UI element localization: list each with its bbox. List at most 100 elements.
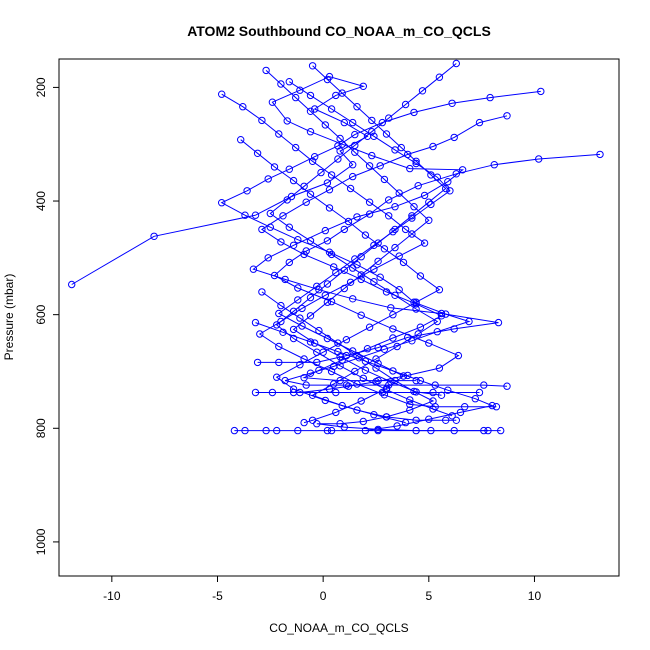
series-line bbox=[275, 65, 453, 417]
data-point bbox=[321, 121, 329, 129]
data-point bbox=[361, 366, 370, 374]
data-point bbox=[285, 78, 293, 86]
data-point bbox=[414, 330, 422, 338]
data-point bbox=[414, 182, 422, 190]
data-point bbox=[448, 412, 456, 420]
data-point bbox=[273, 373, 281, 381]
data-point bbox=[406, 396, 414, 404]
data-point bbox=[378, 118, 386, 127]
data-point bbox=[275, 342, 283, 351]
data-point bbox=[323, 179, 332, 187]
data-point bbox=[277, 238, 285, 246]
data-point bbox=[389, 367, 397, 375]
data-point bbox=[537, 87, 545, 96]
data-point bbox=[243, 187, 251, 195]
data-point bbox=[442, 310, 450, 318]
data-point bbox=[306, 190, 315, 198]
series-line bbox=[277, 81, 451, 424]
data-point bbox=[456, 408, 465, 417]
data-point bbox=[435, 364, 444, 372]
data-point bbox=[401, 100, 410, 109]
data-point bbox=[370, 132, 378, 141]
data-point bbox=[306, 312, 315, 320]
series-line bbox=[269, 63, 457, 424]
data-point bbox=[391, 225, 399, 234]
data-point bbox=[275, 309, 283, 318]
data-point bbox=[327, 171, 336, 179]
data-point bbox=[401, 418, 410, 427]
data-point bbox=[359, 417, 367, 426]
data-point bbox=[492, 403, 501, 411]
data-point bbox=[503, 112, 511, 120]
data-point bbox=[325, 186, 334, 194]
data-point bbox=[365, 323, 374, 331]
data-point bbox=[433, 328, 441, 336]
data-point bbox=[448, 99, 456, 108]
data-point bbox=[268, 98, 277, 106]
data-point bbox=[300, 250, 308, 259]
data-point bbox=[313, 358, 321, 367]
data-point bbox=[300, 418, 308, 427]
data-point bbox=[336, 134, 344, 143]
data-point bbox=[385, 196, 393, 204]
data-point bbox=[349, 172, 357, 181]
data-point bbox=[359, 82, 367, 91]
data-point bbox=[484, 426, 492, 435]
data-point bbox=[416, 323, 425, 331]
data-point bbox=[382, 386, 391, 394]
data-point bbox=[370, 265, 378, 273]
data-point bbox=[450, 325, 458, 333]
data-point bbox=[251, 318, 260, 327]
data-point bbox=[325, 248, 334, 256]
data-point bbox=[374, 425, 382, 434]
data-point bbox=[289, 385, 298, 393]
data-point bbox=[425, 415, 433, 423]
data-point bbox=[334, 339, 342, 347]
data-point bbox=[380, 245, 389, 253]
y-axis: 200 400 600 800 1000 bbox=[34, 77, 59, 555]
data-point bbox=[279, 212, 287, 220]
data-point bbox=[486, 93, 494, 102]
data-point bbox=[323, 426, 332, 435]
data-point bbox=[435, 73, 444, 81]
data-point bbox=[327, 250, 336, 259]
data-point bbox=[294, 236, 302, 244]
data-point bbox=[249, 265, 258, 273]
data-point bbox=[427, 200, 435, 209]
data-point bbox=[277, 301, 285, 310]
data-point bbox=[391, 146, 399, 154]
data-point bbox=[285, 223, 293, 231]
data-point bbox=[444, 178, 452, 186]
data-point bbox=[395, 286, 403, 294]
data-point bbox=[408, 230, 416, 238]
data-point bbox=[471, 395, 479, 403]
series-10 bbox=[258, 288, 492, 435]
series-2 bbox=[251, 150, 604, 397]
data-point bbox=[380, 391, 389, 399]
data-point bbox=[406, 400, 414, 409]
data-point bbox=[253, 358, 262, 367]
series-9 bbox=[230, 318, 505, 435]
data-point bbox=[327, 426, 336, 435]
data-point bbox=[361, 231, 370, 239]
data-point bbox=[308, 62, 317, 70]
data-point bbox=[408, 212, 416, 220]
data-point bbox=[340, 266, 348, 274]
data-point bbox=[218, 90, 226, 98]
data-point bbox=[253, 149, 262, 158]
data-point bbox=[308, 391, 317, 399]
data-point bbox=[317, 168, 325, 177]
y-tick-label: 800 bbox=[34, 418, 48, 438]
data-point bbox=[306, 91, 315, 100]
data-point bbox=[393, 422, 401, 430]
data-point bbox=[480, 381, 488, 389]
data-point bbox=[452, 170, 460, 178]
data-point bbox=[368, 116, 376, 125]
data-point bbox=[370, 241, 378, 250]
data-point bbox=[292, 93, 300, 102]
data-point bbox=[300, 182, 308, 191]
data-point bbox=[230, 426, 239, 435]
data-point bbox=[294, 426, 302, 435]
y-axis-label: Pressure (mbar) bbox=[2, 274, 16, 361]
data-point bbox=[357, 253, 365, 261]
